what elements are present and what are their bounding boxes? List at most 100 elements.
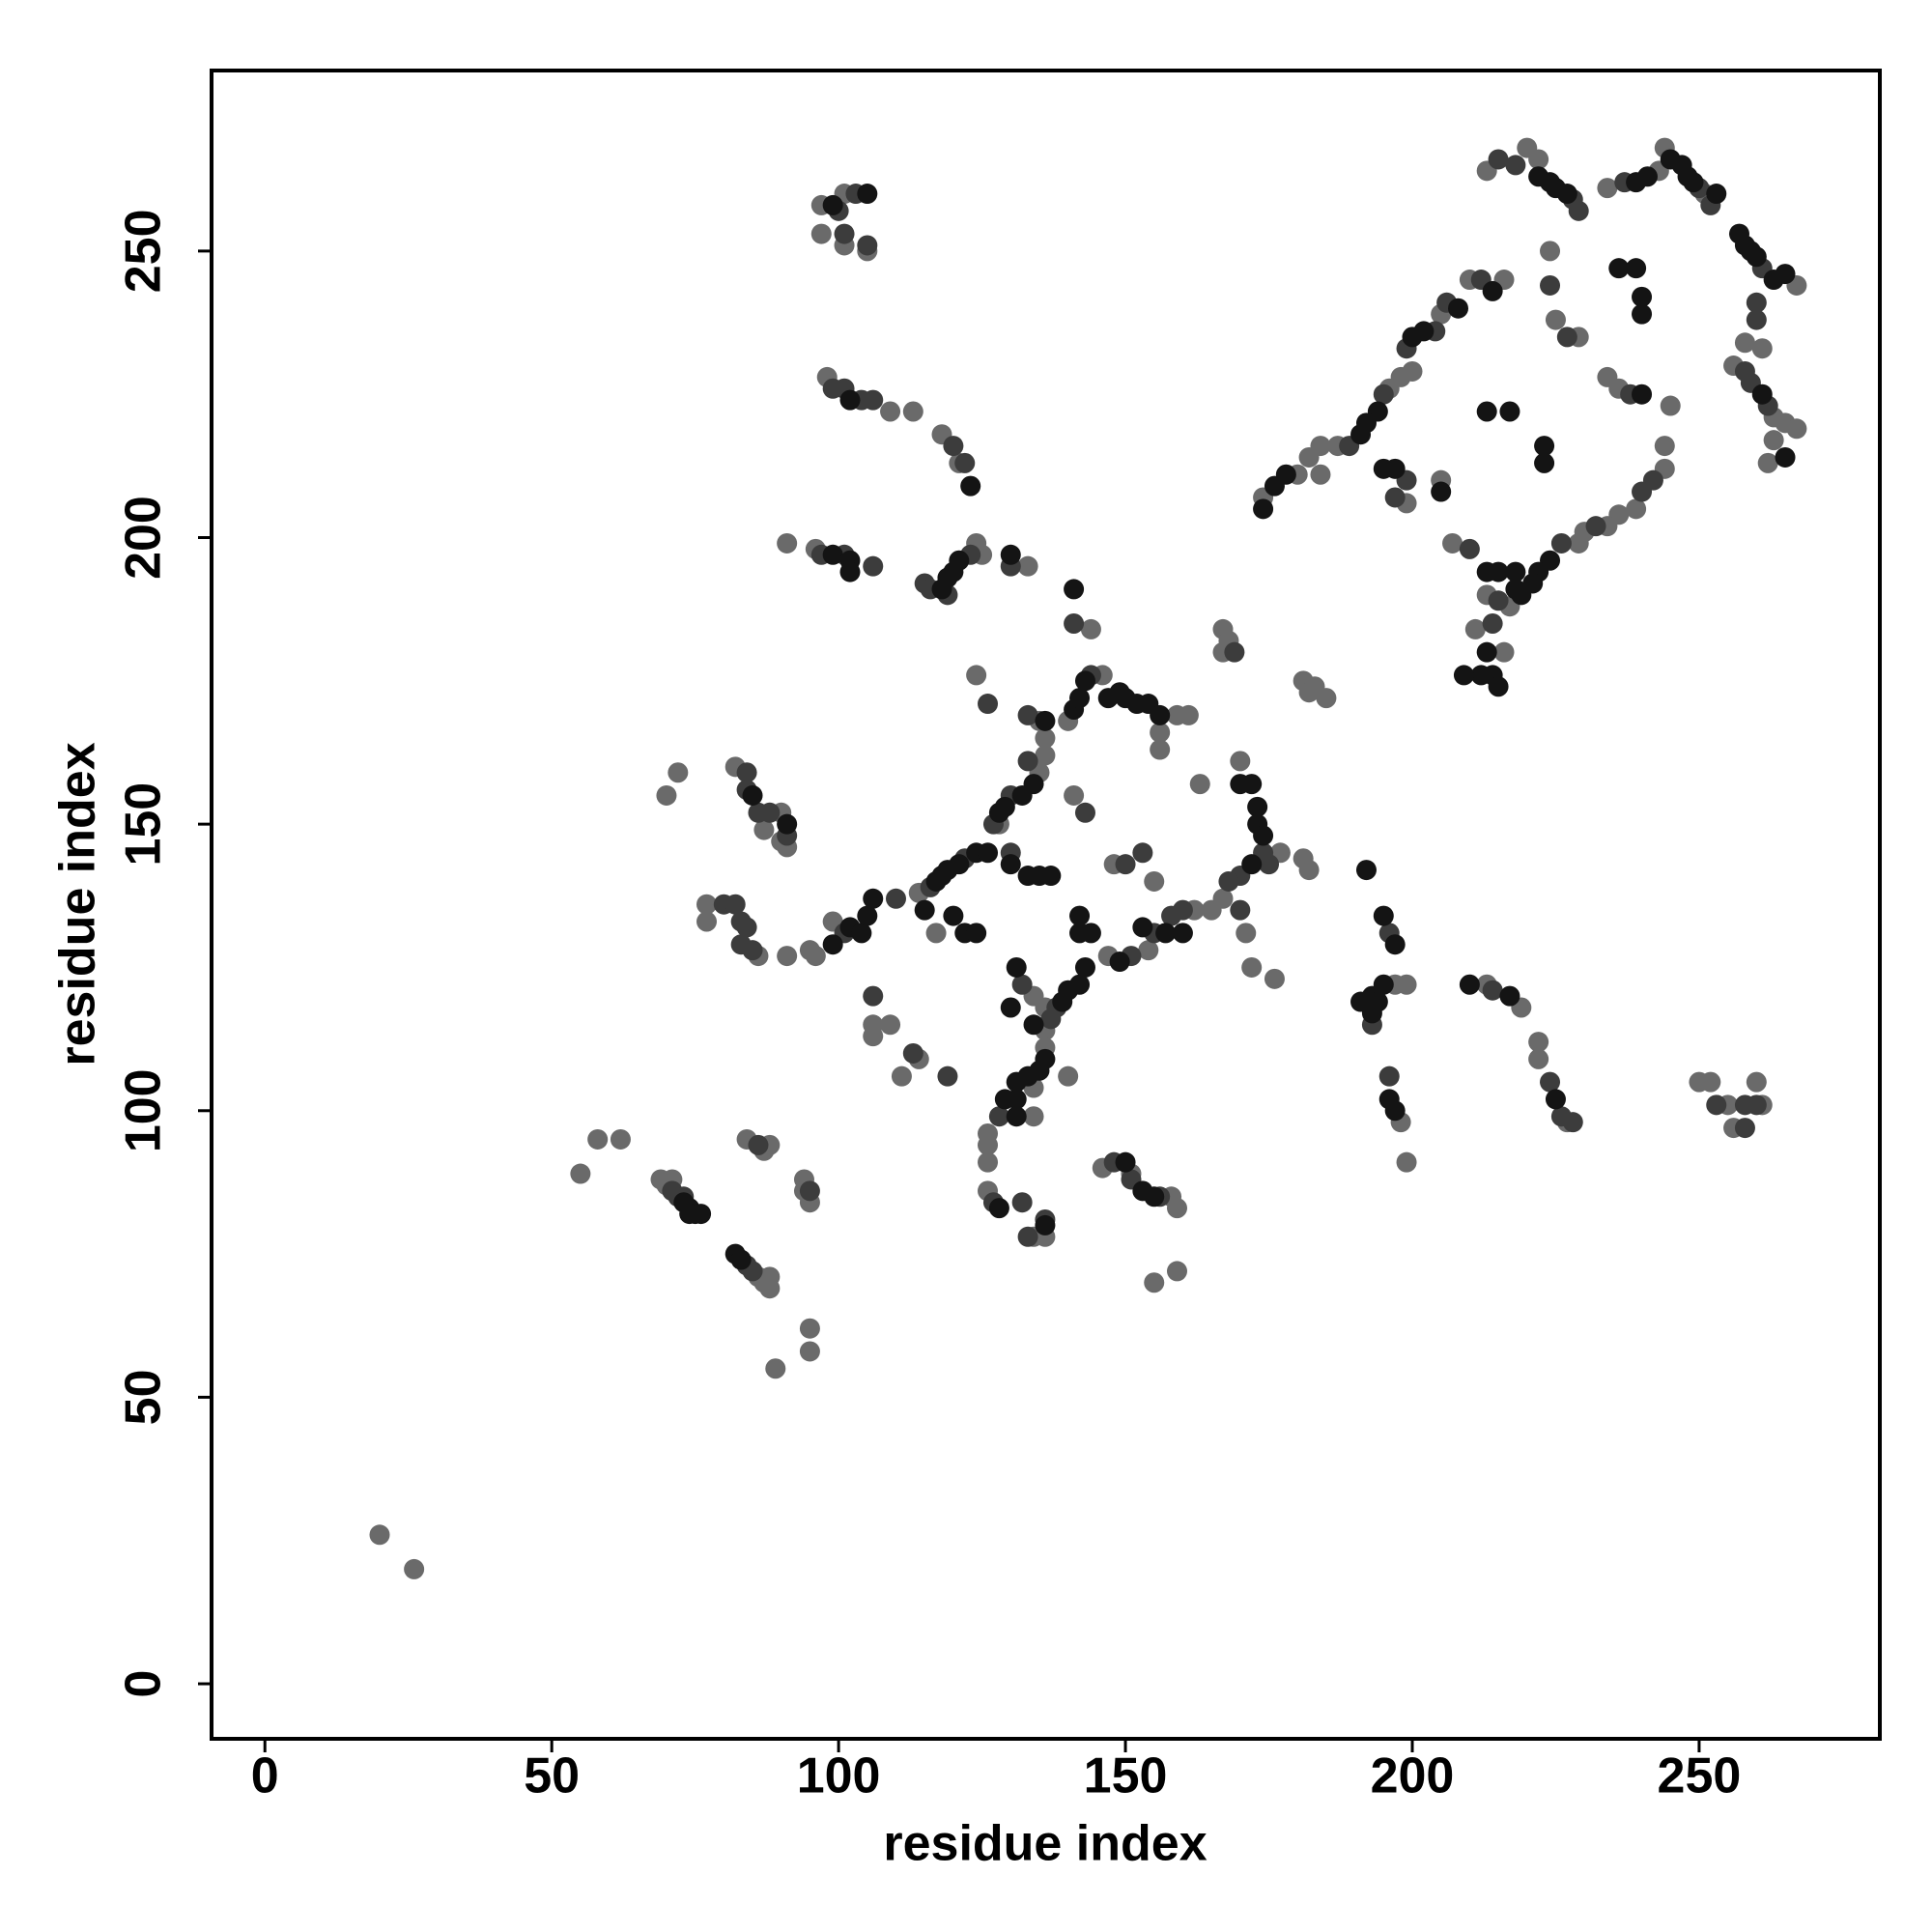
point <box>943 436 964 457</box>
point <box>1017 751 1038 772</box>
point <box>369 1524 390 1546</box>
point <box>1734 1118 1755 1139</box>
point <box>1040 866 1062 887</box>
point <box>777 532 798 554</box>
point <box>839 389 861 411</box>
point <box>857 905 878 926</box>
x-tick-label: 150 <box>1084 1748 1168 1804</box>
y-tick-label: 250 <box>116 209 172 293</box>
point <box>1161 905 1182 926</box>
point <box>1528 1048 1549 1069</box>
point <box>1074 956 1095 978</box>
point <box>1298 446 1320 468</box>
point <box>885 888 906 909</box>
point <box>1442 532 1463 554</box>
point <box>765 1358 786 1379</box>
y-axis-title: residue index <box>50 742 106 1065</box>
point <box>863 888 884 909</box>
point <box>966 665 987 686</box>
point <box>1373 974 1394 995</box>
point <box>724 894 746 915</box>
point <box>1734 332 1755 354</box>
y-tick-label: 200 <box>116 496 172 580</box>
point <box>1115 854 1136 875</box>
point <box>1241 774 1263 795</box>
point <box>1264 475 1285 497</box>
point <box>730 1249 752 1270</box>
plot-frame <box>210 69 1882 1741</box>
point <box>1150 722 1171 743</box>
point <box>1746 1071 1767 1093</box>
point <box>1402 327 1423 348</box>
point <box>978 1151 999 1173</box>
point <box>1775 446 1796 468</box>
point <box>1247 796 1268 817</box>
point <box>1775 264 1796 285</box>
point <box>1241 854 1263 875</box>
point <box>1545 309 1566 330</box>
point <box>696 911 718 932</box>
point <box>1493 641 1515 663</box>
point <box>656 784 677 806</box>
point <box>1540 274 1561 296</box>
point <box>1132 917 1153 938</box>
point <box>587 1128 609 1150</box>
point <box>1660 395 1681 416</box>
point <box>1040 1009 1062 1030</box>
point <box>1017 704 1038 725</box>
point <box>1476 561 1497 582</box>
point <box>805 946 826 967</box>
point <box>1585 516 1606 537</box>
point <box>736 762 757 783</box>
point <box>943 905 964 926</box>
point <box>1011 1192 1033 1213</box>
point <box>1150 704 1171 725</box>
point <box>1236 923 1257 944</box>
point <box>822 934 843 955</box>
point <box>1000 997 1021 1018</box>
point <box>1488 676 1509 697</box>
point <box>1109 952 1130 973</box>
point <box>1746 292 1767 313</box>
point <box>937 1065 958 1087</box>
x-tick-label: 0 <box>251 1748 279 1804</box>
point <box>1000 854 1021 875</box>
point <box>1006 1071 1027 1093</box>
point <box>1201 899 1222 921</box>
x-axis-title: residue index <box>883 1816 1207 1872</box>
point <box>1132 842 1153 864</box>
point <box>1632 303 1653 325</box>
point <box>1482 980 1503 1001</box>
point <box>1528 1032 1549 1053</box>
y-tick-label: 150 <box>116 782 172 867</box>
point <box>1459 538 1480 559</box>
point <box>1751 338 1773 359</box>
point <box>966 923 987 944</box>
point <box>1534 436 1555 457</box>
point <box>988 1106 1009 1127</box>
point <box>1230 899 1251 921</box>
point <box>1166 1261 1187 1282</box>
point <box>1316 688 1337 709</box>
point <box>1074 802 1095 823</box>
point <box>1550 532 1572 554</box>
point <box>978 842 999 864</box>
point <box>978 694 999 715</box>
point <box>1384 458 1406 479</box>
point <box>880 401 901 422</box>
point <box>1488 149 1509 170</box>
point <box>1384 487 1406 508</box>
point <box>822 194 843 215</box>
x-tick-label: 100 <box>797 1748 881 1804</box>
point <box>1064 784 1085 806</box>
point <box>1556 327 1577 348</box>
point <box>1017 1226 1038 1247</box>
point <box>891 1065 912 1087</box>
point <box>834 223 855 244</box>
point <box>839 561 861 582</box>
point <box>1378 1065 1400 1087</box>
point <box>777 813 798 835</box>
point <box>1069 905 1091 926</box>
point <box>1138 940 1159 961</box>
point <box>1751 384 1773 405</box>
